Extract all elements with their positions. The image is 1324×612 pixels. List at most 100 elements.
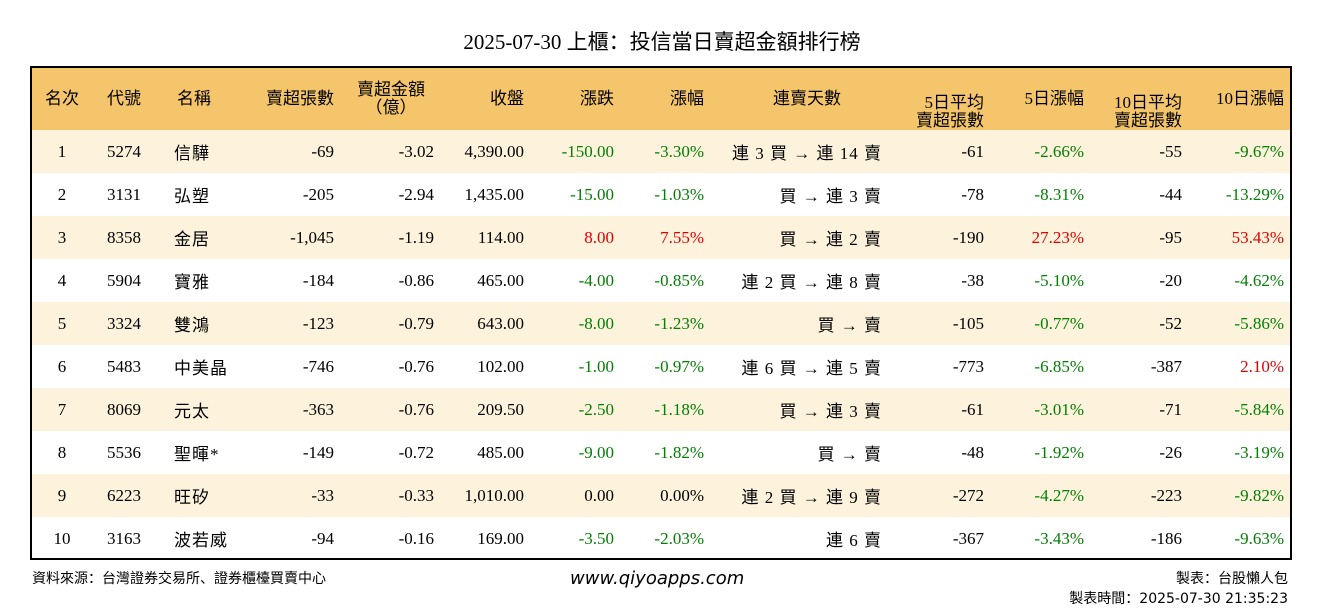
cell-sell-amount: -0.72 [398,442,434,462]
cell-pct: 7.55% [660,227,704,247]
cell-code: 5483 [107,356,141,376]
cell-sell-amount: -0.76 [398,356,434,376]
cell-pct10: 53.43% [1231,227,1284,247]
cell-close: 485.00 [477,442,524,462]
cell-pct5: -2.66% [1034,141,1084,161]
cell-code: 6223 [107,485,141,505]
cell-pct10: -9.67% [1234,141,1284,161]
cell-close: 465.00 [477,270,524,290]
cell-pct10: -9.63% [1234,528,1284,548]
header-sell-amount-line2: （億） [365,98,417,117]
header-close: 收盤 [490,89,524,108]
cell-avg5: -61 [961,399,984,419]
cell-rank: 10 [53,528,71,548]
cell-code: 8358 [107,227,141,247]
cell-close: 1,010.00 [464,485,525,505]
cell-streak: 買 → 賣 [817,316,882,335]
cell-name: 旺矽 [174,488,210,507]
cell-pct: -0.85% [654,270,704,290]
cell-name: 金居 [174,230,210,249]
cell-change: -3.50 [578,528,614,548]
header-avg5: 5日平均 賣超張數 [892,68,984,130]
cell-rank: 5 [57,313,67,333]
table-row: 1 5274 信驊 -69 -3.02 4,390.00 -150.00 -3.30% 連 3 … [32,130,1290,173]
generated-time: 製表時間：2025-07-30 21:35:23 [1069,591,1288,607]
cell-streak: 連 2 買 → 連 8 賣 [741,273,882,292]
cell-streak: 買 → 連 2 賣 [779,230,882,249]
table-row: 7 8069 元太 -363 -0.76 209.50 -2.50 -1.18% 買 → 連 3… [32,388,1290,431]
cell-pct5: -1.92% [1034,442,1084,462]
cell-pct5: -3.01% [1034,399,1084,419]
cell-pct: -0.97% [654,356,704,376]
cell-avg10: -223 [1150,485,1182,505]
cell-pct5: -5.10% [1034,270,1084,290]
header-avg5-line2: 賣超張數 [916,111,984,130]
cell-avg10: -52 [1159,313,1182,333]
cell-avg5: -38 [961,270,984,290]
cell-avg5: -61 [961,141,984,161]
header-sell-amount-line1: 賣超金額 [357,80,425,99]
cell-pct5: -4.27% [1034,485,1084,505]
table-row: 5 3324 雙鴻 -123 -0.79 643.00 -8.00 -1.23% 買 → 賣 -1… [32,302,1290,345]
cell-pct5: 27.23% [1031,227,1084,247]
cell-change: -4.00 [578,270,614,290]
cell-close: 209.50 [477,399,524,419]
cell-pct10: -9.82% [1234,485,1284,505]
cell-name: 弘塑 [174,187,210,206]
cell-code: 8069 [107,399,141,419]
cell-rank: 1 [57,141,67,161]
cell-sell-amount: -2.94 [398,184,434,204]
cell-change: -9.00 [578,442,614,462]
cell-pct: -2.03% [654,528,704,548]
cell-avg5: -367 [952,528,984,548]
cell-pct10: -3.19% [1234,442,1284,462]
cell-sell-shares: -205 [302,184,334,204]
cell-code: 5274 [107,141,141,161]
cell-sell-amount: -0.33 [398,485,434,505]
cell-pct5: -0.77% [1034,313,1084,333]
cell-pct: -1.03% [654,184,704,204]
cell-close: 4,390.00 [464,141,525,161]
cell-sell-amount: -1.19 [398,227,434,247]
cell-sell-amount: -0.16 [398,528,434,548]
cell-change: -2.50 [578,399,614,419]
cell-streak: 連 6 買 → 連 5 賣 [741,359,882,378]
cell-sell-shares: -363 [302,399,334,419]
cell-name: 中美晶 [174,359,228,378]
header-code: 代號 [107,89,141,108]
table-row: 2 3131 弘塑 -205 -2.94 1,435.00 -15.00 -1.03% 買 → … [32,173,1290,216]
cell-code: 3324 [107,313,141,333]
cell-close: 102.00 [477,356,524,376]
cell-rank: 7 [57,399,67,419]
cell-streak: 連 3 買 → 連 14 賣 [732,144,882,163]
cell-rank: 3 [57,227,67,247]
header-name: 名稱 [177,89,211,108]
cell-code: 5536 [107,442,141,462]
cell-close: 1,435.00 [464,184,525,204]
header-rank: 名次 [45,89,79,108]
cell-avg10: -20 [1159,270,1182,290]
header-avg10-line1: 10日平均 [1114,93,1182,112]
cell-change: -150.00 [561,141,614,161]
cell-change: 8.00 [584,227,614,247]
cell-change: -8.00 [578,313,614,333]
cell-avg10: -71 [1159,399,1182,419]
data-source: 資料來源：台灣證券交易所、證券櫃檯買賣中心 [32,571,326,587]
cell-rank: 9 [57,485,67,505]
table-row: 10 3163 波若威 -94 -0.16 169.00 -3.50 -2.03% 連 6 賣 -… [32,517,1290,558]
cell-avg5: -190 [952,227,984,247]
cell-code: 5904 [107,270,141,290]
cell-pct10: -5.84% [1234,399,1284,419]
cell-sell-shares: -184 [302,270,334,290]
cell-avg10: -387 [1150,356,1182,376]
cell-sell-amount: -0.79 [398,313,434,333]
header-avg5-line1: 5日平均 [924,93,985,112]
cell-close: 643.00 [477,313,524,333]
cell-rank: 4 [57,270,67,290]
cell-pct5: -6.85% [1034,356,1084,376]
cell-name: 波若威 [174,531,228,550]
header-pct: 漲幅 [670,89,704,108]
table-row: 3 8358 金居 -1,045 -1.19 114.00 8.00 7.55% 買 → 連 2… [32,216,1290,259]
cell-pct5: -3.43% [1034,528,1084,548]
page-title: 2025-07-30 上櫃：投信當日賣超金額排行榜 [463,30,861,54]
